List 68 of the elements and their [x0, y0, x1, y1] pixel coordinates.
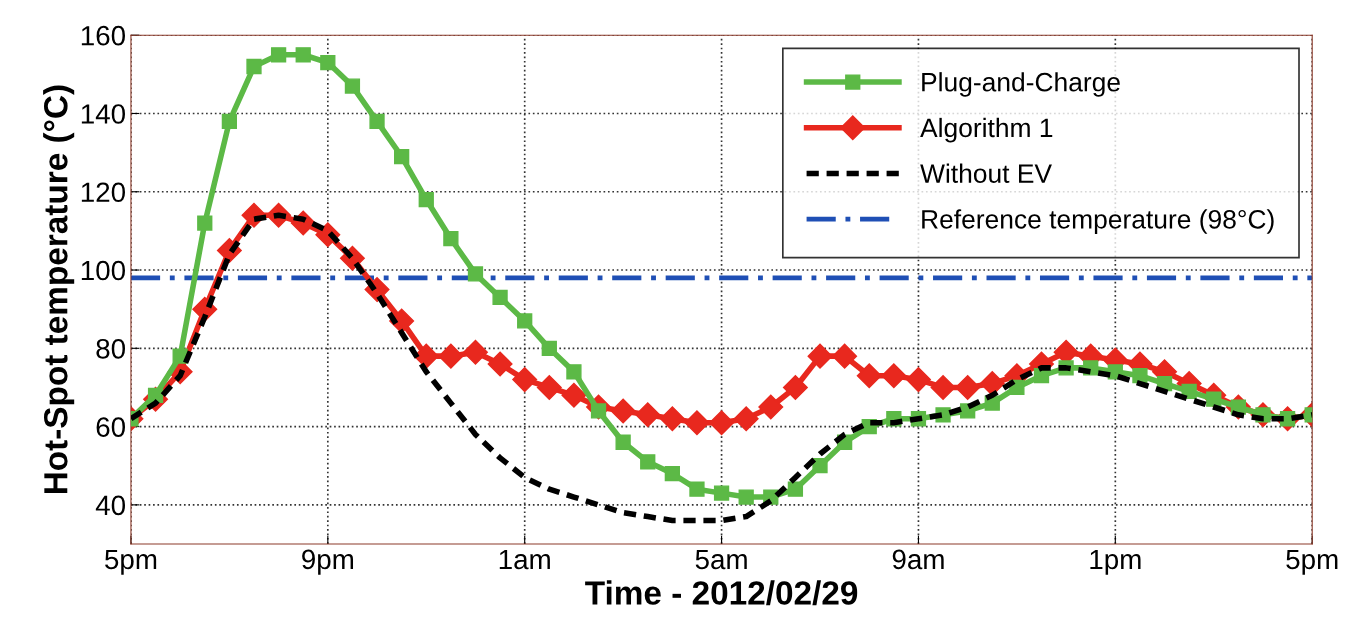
point	[881, 363, 907, 389]
point	[541, 340, 557, 356]
point	[369, 113, 385, 129]
x-tick-label: 5am	[695, 549, 747, 570]
legend-label: Reference temperature (98°C)	[922, 209, 1274, 234]
point	[566, 364, 582, 380]
point	[394, 148, 410, 165]
y-tick-label: 80	[96, 338, 126, 359]
point	[246, 58, 262, 75]
y-tick-label: 120	[81, 182, 126, 203]
legend-label: Algorithm 1	[920, 117, 1053, 143]
point	[738, 489, 754, 505]
point	[438, 343, 464, 369]
point	[659, 406, 685, 432]
point	[270, 47, 287, 63]
point	[492, 289, 508, 306]
point	[467, 266, 484, 282]
x-tick-label: 1pm	[1090, 549, 1141, 575]
point	[807, 343, 833, 369]
point	[782, 374, 808, 400]
point	[610, 398, 636, 424]
point	[197, 215, 213, 231]
point	[1132, 368, 1148, 384]
point	[709, 410, 735, 436]
y-tick-label: 60	[96, 417, 126, 437]
point	[832, 343, 858, 369]
x-axis-title: Time - 2012/02/29	[585, 580, 858, 606]
x-tick-label: 9am	[892, 549, 944, 570]
point	[295, 47, 311, 63]
legend-label: Plug-and-Charge	[922, 72, 1120, 97]
point	[512, 367, 538, 393]
point	[758, 394, 784, 420]
point	[536, 374, 562, 400]
point	[635, 402, 661, 428]
point	[221, 113, 238, 129]
point	[320, 54, 336, 71]
x-tick-label: 5pm	[1286, 549, 1338, 575]
point	[689, 481, 705, 497]
point	[640, 454, 656, 470]
point	[443, 231, 459, 247]
point	[664, 465, 680, 482]
point	[344, 78, 361, 94]
y-tick-label: 160	[81, 25, 126, 46]
y-tick-label: 40	[95, 495, 126, 516]
point	[561, 382, 587, 408]
y-tick-label: 100	[81, 260, 126, 281]
point	[713, 485, 730, 501]
point	[418, 191, 434, 208]
point	[517, 313, 533, 329]
y-tick-label: 140	[81, 104, 126, 124]
point	[812, 458, 828, 474]
x-tick-label: 5pm	[105, 549, 157, 575]
point	[733, 406, 759, 432]
point	[463, 339, 488, 365]
point	[856, 363, 882, 389]
y-axis-title: Hot-Spot temperature (°C)	[43, 85, 75, 494]
x-tick-label: 1am	[499, 549, 550, 570]
point	[955, 374, 981, 400]
x-tick-label: 9pm	[302, 549, 354, 575]
legend-label: Without EV	[920, 163, 1052, 183]
point	[615, 434, 631, 450]
point	[487, 351, 513, 377]
point	[413, 343, 439, 369]
point	[930, 374, 956, 400]
point	[979, 371, 1005, 397]
point	[684, 410, 710, 436]
point	[905, 367, 931, 393]
point	[787, 481, 804, 497]
